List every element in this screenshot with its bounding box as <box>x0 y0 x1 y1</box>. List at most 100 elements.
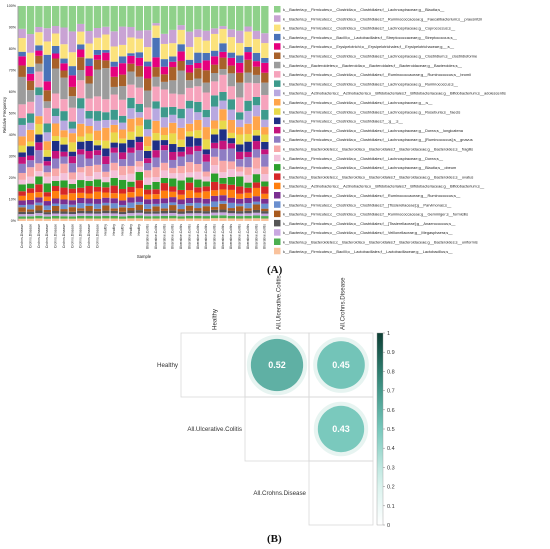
bar-segment <box>127 186 135 193</box>
bar-segment <box>85 126 93 134</box>
bar-segment <box>127 173 135 182</box>
x-tick-label: Healthy <box>104 224 108 236</box>
bar-segment <box>43 107 51 124</box>
bar-segment <box>177 156 185 167</box>
bar-segment <box>219 92 227 101</box>
legend-label: k__Bacteria;p__Firmicutes;c__Clostridia;… <box>283 16 482 21</box>
bar-segment <box>51 191 60 199</box>
bar-segment <box>127 84 135 98</box>
bar-segment <box>135 188 143 197</box>
bar-segment <box>135 204 143 211</box>
bar-segment <box>51 33 60 46</box>
bar-segment <box>169 93 177 107</box>
legend-label: k__Bacteria;p__Firmicutes;c__Erysipelotr… <box>283 44 455 49</box>
bar-segment <box>194 151 202 165</box>
bar-segment <box>219 129 227 141</box>
bar-segment <box>93 213 102 217</box>
legend-swatch <box>274 182 281 190</box>
bar-segment <box>60 216 68 219</box>
bar-segment <box>219 140 227 150</box>
bar-segment <box>252 201 261 205</box>
bar-segment <box>118 166 127 176</box>
bar-segment <box>135 52 143 58</box>
bar-segment <box>26 52 35 67</box>
bar-segment <box>51 6 60 26</box>
bar-segment <box>252 174 261 183</box>
bar-segment <box>244 26 252 32</box>
bar-segment <box>118 56 127 64</box>
x-tick-label: Crohns.Disease <box>37 224 41 248</box>
bar-segment <box>236 198 244 204</box>
bar-segment <box>93 179 102 187</box>
bar-segment <box>202 109 210 118</box>
bar-segment <box>160 203 169 209</box>
bar-segment <box>77 167 85 173</box>
bar-segment <box>135 65 143 77</box>
bar-segment <box>43 6 51 29</box>
bar-segment <box>210 64 219 74</box>
bar-segment <box>169 159 177 168</box>
legend-swatch <box>274 201 281 208</box>
bar-segment <box>102 50 110 53</box>
bar-segment <box>68 52 77 67</box>
bar-segment <box>160 81 169 90</box>
bar-segment <box>144 146 152 151</box>
bar-segment <box>185 100 194 109</box>
bar-segment <box>244 167 252 175</box>
bar-segment <box>43 201 51 206</box>
bar-segment <box>68 214 77 217</box>
bar-segment <box>160 178 169 184</box>
bar-segment <box>26 6 35 35</box>
bar-segment <box>236 72 244 83</box>
bar-segment <box>219 218 227 221</box>
legend-swatch <box>274 99 281 106</box>
bar-segment <box>160 59 169 67</box>
bar-segment <box>127 97 135 109</box>
bar-segment <box>51 203 60 206</box>
colorbar-tick-label: 0.8 <box>387 369 395 375</box>
bar-segment <box>219 212 227 216</box>
bar-segment <box>18 195 26 201</box>
bar-segment <box>135 112 143 118</box>
bar-segment <box>26 122 35 130</box>
bar-segment <box>261 109 269 120</box>
bar-segment <box>102 52 110 61</box>
bar-segment <box>85 98 93 111</box>
bar-segment <box>210 95 219 107</box>
bar-segment <box>177 146 185 152</box>
bar-segment <box>77 213 85 216</box>
bar-segment <box>202 52 210 61</box>
bar-segment <box>51 176 60 181</box>
bar-segment <box>43 81 51 91</box>
bar-segment <box>85 166 93 176</box>
bar-segment <box>85 66 93 76</box>
bar-segment <box>102 182 110 188</box>
bar-segment <box>26 188 35 193</box>
bar-segment <box>219 120 227 130</box>
legend-label: k__Bacteria;p__Firmicutes;c__Clostridia;… <box>283 81 459 86</box>
bar-segment <box>177 218 185 221</box>
bar-segment <box>169 144 177 152</box>
bar-segment <box>210 207 219 210</box>
bar-segment <box>261 218 269 221</box>
legend-swatch <box>274 33 281 41</box>
bar-segment <box>85 218 93 221</box>
bar-segment <box>169 210 177 214</box>
legend-label: k__Bacteria;p__Firmicutes;c__Clostridia;… <box>283 109 460 114</box>
bar-segment <box>43 150 51 157</box>
bar-segment <box>93 54 102 60</box>
bar-segment <box>51 186 60 191</box>
bar-segment <box>144 184 152 190</box>
bar-segment <box>135 201 143 205</box>
y-tick-label: 50% <box>9 112 17 116</box>
bar-segment <box>152 167 160 178</box>
bar-segment <box>93 150 102 156</box>
x-tick-label: Ulcerative.Colitis <box>221 224 225 250</box>
bar-segment <box>177 194 185 200</box>
legend-swatch <box>274 247 281 255</box>
bar-segment <box>85 43 93 59</box>
bar-segment <box>51 136 60 141</box>
legend-label: k__Bacteria;p__Firmicutes;c__Clostridia;… <box>283 100 433 105</box>
bar-segment <box>60 173 68 181</box>
bar-segment <box>227 132 236 139</box>
